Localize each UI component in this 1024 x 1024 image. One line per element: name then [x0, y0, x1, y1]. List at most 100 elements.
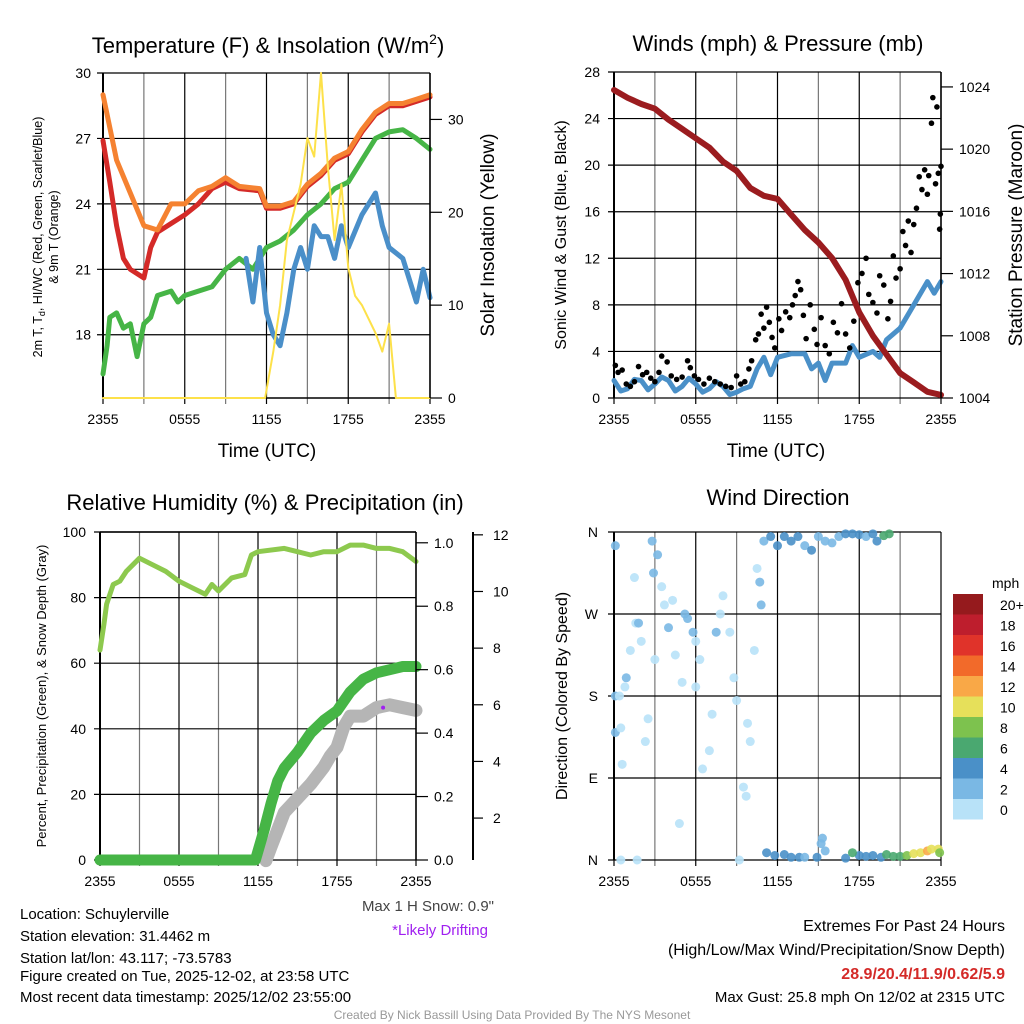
x-tick-label: 1155: [251, 411, 281, 427]
wind-direction-point: [854, 530, 864, 540]
precip-axis-label: 0.2: [434, 789, 454, 805]
gust-point: [859, 270, 865, 277]
snow-axis-label: 10: [493, 583, 509, 599]
legend-swatch: [953, 696, 983, 717]
chart-title: Temperature (F) & Insolation (W/m2): [92, 31, 445, 58]
wind-direction-point: [659, 600, 669, 610]
legend-swatch: [953, 655, 983, 676]
y-axis-label: Sonic Wind & Gust (Blue, Black): [553, 120, 570, 349]
wind-direction-point: [691, 682, 701, 692]
wind-direction-point: [786, 852, 796, 862]
wind-direction-point: [820, 846, 830, 856]
gust-point: [701, 381, 707, 387]
right-axis-label: 1016: [959, 203, 990, 219]
wind-direction-point: [677, 677, 687, 687]
right-axis-label: 1004: [959, 390, 990, 406]
snow-axis-label: 6: [493, 697, 501, 713]
y-tick-label: 60: [70, 655, 86, 671]
gust-point: [916, 173, 922, 180]
gust-point: [818, 314, 824, 321]
wind-direction-point: [664, 623, 673, 633]
gust-point: [887, 298, 894, 305]
extremes-values: 28.9/20.4/11.9/0.62/5.9: [841, 966, 1005, 983]
right-axis-label: 1012: [959, 266, 990, 282]
gust-point: [635, 363, 642, 370]
gust-point: [846, 345, 853, 351]
gust-point: [880, 282, 887, 288]
wind-direction-point: [935, 848, 945, 858]
wind-direction-point: [729, 673, 739, 683]
legend-swatch: [953, 717, 983, 738]
x-axis-label: Time (UTC): [218, 441, 317, 462]
wind-direction-point: [884, 529, 894, 539]
title-superscript: 2: [429, 31, 437, 47]
gust-point: [876, 272, 883, 279]
wind-direction-point: [668, 595, 678, 605]
wind-direction-point: [827, 538, 837, 548]
gust-point: [742, 378, 748, 385]
wind-direction-point: [773, 541, 782, 551]
right-axis-label: 10: [448, 297, 464, 313]
y2-axis-label: Solar Insolation (Yellow): [478, 133, 499, 336]
wind-direction-point: [847, 529, 857, 539]
y-tick-label: 21: [75, 261, 91, 277]
gust-point: [925, 172, 932, 179]
x-tick-label: 1755: [333, 411, 364, 427]
wind-direction-point: [732, 696, 742, 706]
wind-direction-point: [895, 851, 905, 861]
y-tick-label: 4: [592, 343, 600, 359]
precip-axis-label: 0.8: [434, 598, 454, 614]
x-tick-label: 2355: [84, 873, 115, 889]
gust-point: [826, 350, 833, 357]
y-tick-label: 24: [75, 196, 91, 212]
y-tick-label: 80: [70, 590, 86, 606]
precip-axis-label: 1.0: [434, 535, 454, 551]
legend-label: 10: [1000, 700, 1016, 716]
y-tick-label: 27: [75, 130, 91, 146]
x-tick-label: 0555: [680, 873, 711, 889]
x-tick-label: 2355: [598, 873, 629, 889]
extremes-heading: Extremes For Past 24 Hours: [803, 918, 1005, 935]
gust-point: [795, 278, 801, 285]
gust-point: [684, 357, 691, 364]
y-axis-label: Percent, Precipitation (Green), & Snow D…: [34, 545, 49, 848]
legend-label: 14: [1000, 659, 1016, 675]
wind-direction-point: [640, 737, 650, 747]
legend-label: 12: [1000, 679, 1016, 695]
wind-direction-point: [625, 645, 635, 655]
legend-label: 0: [1000, 802, 1008, 818]
snow-axis-label: 12: [493, 527, 509, 543]
right-axis-label: 0: [448, 390, 456, 406]
wind-direction-point: [617, 759, 627, 769]
wind-direction-point: [749, 645, 759, 655]
wind-direction-point: [779, 532, 789, 542]
max-gust: Max Gust: 25.8 mph On 12/02 at 2315 UTC: [714, 989, 1005, 1006]
gust-point: [758, 311, 764, 317]
y-tick-label: 24: [584, 111, 600, 127]
title-end: ): [437, 33, 444, 58]
chart-title: Wind Direction: [706, 485, 849, 510]
legend-label: 4: [1000, 761, 1008, 777]
gust-point: [748, 357, 755, 364]
gust-point: [643, 369, 650, 376]
gust-point: [930, 94, 936, 101]
wind-direction-point: [725, 627, 735, 637]
gust-point: [935, 170, 942, 177]
gust-point: [752, 336, 759, 343]
gust-point: [897, 265, 903, 272]
extremes-subheading: (High/Low/Max Wind/Precipitation/Snow De…: [667, 942, 1005, 959]
wind-direction-point: [634, 618, 644, 628]
gust-point: [712, 378, 718, 385]
series-line-station-pressure: [611, 87, 944, 398]
gust-point: [932, 180, 939, 187]
gust-point: [679, 374, 685, 380]
gust-point: [789, 302, 796, 308]
gust-point: [769, 334, 775, 341]
wind-direction-point: [854, 850, 864, 860]
x-tick-label: 1755: [321, 873, 352, 889]
y-tick-label: 0: [78, 852, 86, 868]
series-line-solar-insolation: [102, 72, 431, 399]
gust-point: [737, 381, 744, 387]
right-axis-label: 30: [448, 111, 464, 127]
